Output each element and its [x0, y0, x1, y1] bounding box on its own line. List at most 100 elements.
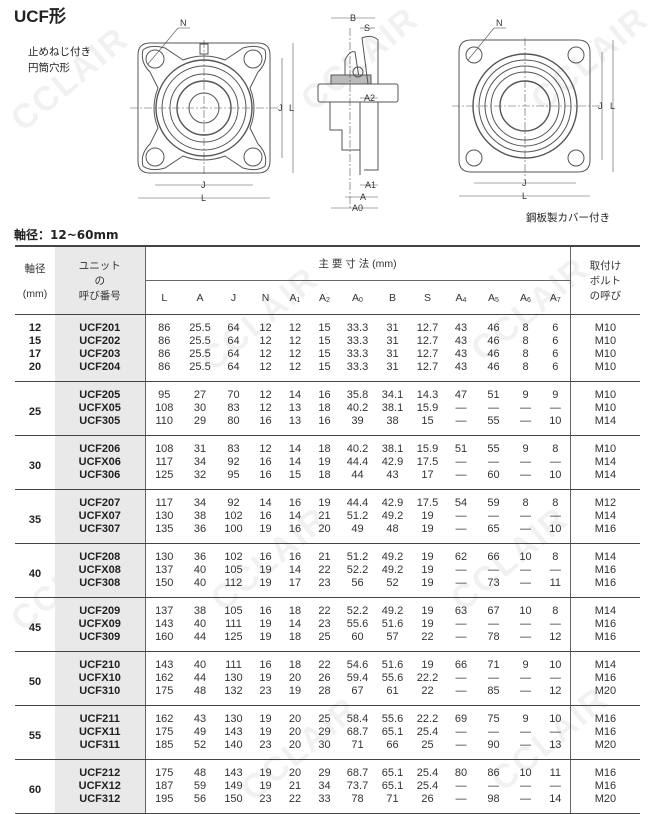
- dimension-cell: 10: [541, 415, 571, 436]
- dimension-cell: —: [445, 469, 477, 490]
- bolt-size: M10: [569, 381, 641, 402]
- dimension-cell: 71: [375, 793, 410, 814]
- dimension-cell: 18: [288, 605, 302, 617]
- dimension-cell: 27: [193, 389, 207, 401]
- dimension-cell: 43: [445, 361, 477, 382]
- dimension-cell: 100: [217, 523, 250, 544]
- dimension-cell: 19: [318, 497, 331, 509]
- header-bolt: 取付け ボルト の呼び: [569, 245, 641, 315]
- dimension-cell: 160: [145, 631, 183, 652]
- dimension-cell: 25.4: [416, 780, 439, 792]
- unit-number: UCF311: [55, 739, 146, 760]
- dimension-cell: 44: [340, 469, 375, 490]
- dimension-cell: 125: [217, 631, 250, 652]
- subtitle-line: 止めねじ付き: [28, 46, 91, 58]
- unit-number: UCF203: [55, 348, 146, 361]
- bolt-size: M10: [569, 435, 641, 456]
- dimension-cell: 18: [281, 631, 309, 652]
- dimension-cell: 19: [410, 577, 445, 598]
- dimension-cell: 98: [477, 793, 510, 814]
- dimension-cell: 49.2: [381, 551, 404, 563]
- dimension-cell: 16: [318, 389, 331, 401]
- dimension-cell: 10: [519, 767, 532, 779]
- dimension-cell: 46: [487, 348, 500, 360]
- bearing-unit-drawings: N J L J L B S A2 A1 A A0 N: [130, 13, 615, 213]
- dimension-cell: 19: [259, 564, 272, 576]
- dimension-cell: —: [520, 402, 531, 414]
- dimension-cell: 68.7: [346, 767, 369, 779]
- dimension-cell: 16: [281, 523, 309, 544]
- dimension-cell: 14: [288, 564, 302, 576]
- dimension-cell: 29: [318, 726, 331, 738]
- table-row: UCF305 110 29 80 16 13 16 39 38 15—55—10 M14: [15, 415, 641, 436]
- dimension-cell: —: [510, 469, 541, 490]
- dimension-cell: 47: [454, 389, 468, 401]
- bolt-size: M16: [569, 523, 641, 544]
- unit-number: UCF204: [55, 361, 146, 382]
- dimension-cell: 8: [522, 497, 529, 509]
- bolt-size: M20: [569, 739, 641, 760]
- dimension-cell: 40: [193, 564, 207, 576]
- dimension-cell: —: [510, 685, 541, 706]
- dimension-cell: 12: [288, 348, 302, 360]
- dimension-cell: 34.1: [381, 389, 404, 401]
- dimension-cell: 80: [454, 767, 468, 779]
- dimension-cell: 19: [421, 605, 434, 617]
- unit-number: UCF310: [55, 685, 146, 706]
- dimension-cell: 69: [454, 713, 468, 725]
- dimension-cell: —: [520, 780, 531, 792]
- dimension-cell: 130: [224, 713, 243, 725]
- header-shaft: 軸径 (mm): [15, 245, 55, 315]
- bolt-size: M10: [569, 335, 641, 348]
- dimension-cell: 34: [193, 456, 207, 468]
- label-j: J: [201, 180, 206, 190]
- dimension-cell: 8: [510, 361, 541, 382]
- bolt-size: M14: [569, 510, 641, 523]
- header-dim-8: S: [410, 280, 445, 315]
- dimension-cell: —: [445, 685, 477, 706]
- unit-number: UCFX12: [55, 780, 146, 793]
- unit-number: UCF205: [55, 381, 146, 402]
- dimension-cell: 25: [309, 631, 340, 652]
- table-row: UCFX06 117 34 92 16 14 19 44.4 42.9 17.5 — — — — M14: [15, 456, 641, 469]
- label-n: N: [496, 18, 503, 28]
- dimension-cell: 19: [421, 510, 434, 522]
- label-l: L: [522, 191, 527, 201]
- table-row: UCF310 175 48 132 23 19 28 67 61 22—85—12 M20: [15, 685, 641, 706]
- dimension-cell: 105: [224, 564, 243, 576]
- table-row: UCFX12 187 59 149 19 21 34 73.7 65.1 25.4 — — — — M16: [15, 780, 641, 793]
- header-dim-2: J: [217, 280, 250, 315]
- dimension-cell: —: [549, 618, 561, 630]
- dimension-cell: 22: [318, 564, 331, 576]
- dimension-cell: 16: [288, 551, 302, 563]
- dimension-cell: 143: [155, 618, 174, 630]
- dimension-cell: 22.2: [416, 672, 439, 684]
- unit-number: UCF207: [55, 489, 146, 510]
- unit-number: UCF202: [55, 335, 146, 348]
- dimension-cell: 49.2: [381, 605, 404, 617]
- dimension-cell: 17: [281, 577, 309, 598]
- bolt-size: M10: [569, 402, 641, 415]
- table-row: UCFX07 130 38 102 16 14 21 51.2 49.2 19 — — — — M14: [15, 510, 641, 523]
- dimension-cell: 19: [410, 523, 445, 544]
- dimension-cell: 35.8: [346, 389, 369, 401]
- dimension-cell: 162: [155, 672, 174, 684]
- dimension-cell: —: [455, 564, 467, 576]
- dimension-cell: 31: [386, 322, 399, 334]
- dimension-cell: 64: [217, 361, 250, 382]
- dimension-cell: 15: [318, 322, 331, 334]
- bolt-size: M14: [569, 651, 641, 672]
- dimension-cell: 18: [309, 469, 340, 490]
- dimension-cell: —: [510, 415, 541, 436]
- table-row: UCFX10 162 44 130 19 20 26 59.4 55.6 22.2 — — — — M16: [15, 672, 641, 685]
- dimension-cell: 14.3: [416, 389, 439, 401]
- dimension-cell: —: [488, 672, 499, 684]
- cover-caption: 鋼板製カバー付き: [526, 212, 610, 224]
- header-main-dimensions: 主 要 寸 法 (mm): [145, 245, 571, 281]
- unit-number: UCF211: [55, 705, 146, 726]
- dimension-cell: 137: [155, 605, 174, 617]
- header-dim-4: A1: [281, 280, 309, 315]
- table-row: UCFX11 175 49 143 19 20 29 68.7 65.1 25.4 — — — — M16: [15, 726, 641, 739]
- dimension-cell: 22: [410, 631, 445, 652]
- dimension-cell: 49: [340, 523, 375, 544]
